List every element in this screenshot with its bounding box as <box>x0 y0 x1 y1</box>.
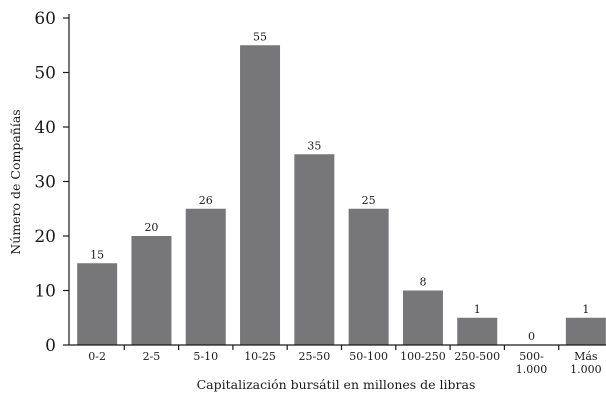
x-tick-label-line: 10-25 <box>244 350 276 363</box>
data-label: 35 <box>307 139 321 152</box>
y-tick-label: 20 <box>34 227 56 247</box>
x-tick-label-line: Más <box>574 350 598 363</box>
x-tick-label-line: 0-2 <box>88 350 106 363</box>
y-tick-label: 40 <box>34 118 56 138</box>
bar <box>240 45 281 345</box>
y-tick-label: 10 <box>34 282 56 302</box>
x-tick-label: 50-100 <box>349 350 388 363</box>
y-tick-label: 30 <box>34 173 56 193</box>
axes <box>68 14 606 346</box>
data-label: 1 <box>474 303 481 316</box>
x-tick-label: 25-50 <box>298 350 330 363</box>
x-tick-label-line: 1.000 <box>516 363 548 376</box>
x-tick-label: 10-25 <box>244 350 276 363</box>
data-label: 1 <box>582 303 589 316</box>
data-label: 55 <box>253 30 267 43</box>
x-tick-label: 2-5 <box>143 350 161 363</box>
x-tick-label-line: 25-50 <box>298 350 330 363</box>
x-tick-label: Más 1.000 <box>570 350 602 376</box>
x-tick-label-line: 500- <box>519 350 544 363</box>
x-tick-label: 5-10 <box>193 350 218 363</box>
data-label: 15 <box>90 248 104 261</box>
x-tick-label-line: 100-250 <box>400 350 446 363</box>
y-tick-label: 50 <box>34 64 56 84</box>
bar <box>457 317 498 345</box>
x-tick-label-line: 2-5 <box>143 350 161 363</box>
bar <box>565 317 606 345</box>
data-labels: 15 20 26 55 35 25 8 1 0 1 <box>90 30 589 343</box>
data-label: 25 <box>362 194 376 207</box>
data-label: 8 <box>419 276 426 289</box>
y-axis-ticks: 0 10 20 30 40 50 60 <box>34 9 69 356</box>
x-tick-label: 100-250 <box>400 350 446 363</box>
y-tick-label: 60 <box>34 9 56 29</box>
x-tick-label: 0-2 <box>88 350 106 363</box>
x-tick-label-line: 250-500 <box>454 350 500 363</box>
x-axis-ticks: 0-2 2-5 5-10 10-25 25-50 50-100 100-250 250-500… <box>88 345 602 376</box>
bar <box>131 236 172 345</box>
data-label: 0 <box>528 330 535 343</box>
x-tick-label-line: 50-100 <box>349 350 388 363</box>
bar <box>348 208 389 345</box>
bars <box>77 45 606 345</box>
bar <box>402 290 443 345</box>
x-tick-label-line: 5-10 <box>193 350 218 363</box>
bar <box>294 154 335 345</box>
x-axis-label: Capitalización bursátil en millones de l… <box>197 377 476 392</box>
x-tick-label: 500-1.000 <box>516 350 548 376</box>
y-tick-label: 0 <box>45 336 56 356</box>
bar <box>77 263 118 345</box>
x-tick-label-line: 1.000 <box>570 363 602 376</box>
data-label: 20 <box>144 221 158 234</box>
y-axis-label: Número de Compañías <box>8 109 23 254</box>
data-label: 26 <box>199 194 213 207</box>
bar <box>185 208 226 345</box>
x-tick-label: 250-500 <box>454 350 500 363</box>
